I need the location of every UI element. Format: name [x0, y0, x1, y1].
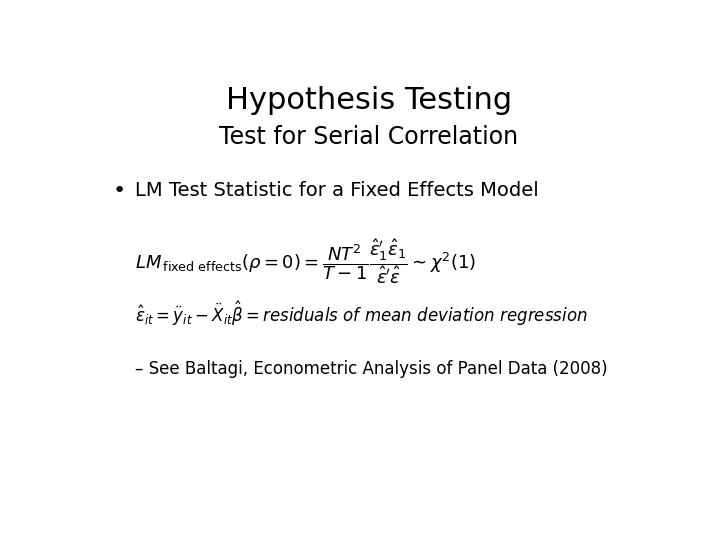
- Text: – See Baltagi, Econometric Analysis of Panel Data (2008): – See Baltagi, Econometric Analysis of P…: [135, 360, 607, 378]
- Text: LM Test Statistic for a Fixed Effects Model: LM Test Statistic for a Fixed Effects Mo…: [135, 181, 539, 200]
- Text: $\hat{\varepsilon}_{it} = \ddot{y}_{it} - \ddot{X}_{it}\hat{\beta} = $$\mathit{r: $\hat{\varepsilon}_{it} = \ddot{y}_{it} …: [135, 300, 588, 328]
- Text: $LM_{\,\mathrm{fixed\ effects}}(\rho = 0) = \dfrac{NT^2}{T-1}\dfrac{\hat{\vareps: $LM_{\,\mathrm{fixed\ effects}}(\rho = 0…: [135, 238, 476, 286]
- Text: Hypothesis Testing: Hypothesis Testing: [226, 85, 512, 114]
- Text: Test for Serial Correlation: Test for Serial Correlation: [220, 125, 518, 149]
- Text: •: •: [112, 181, 125, 201]
